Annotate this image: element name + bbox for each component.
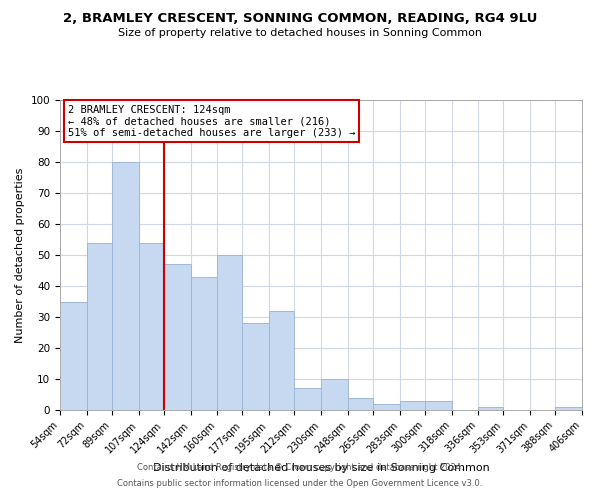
- Bar: [347, 398, 373, 410]
- X-axis label: Distribution of detached houses by size in Sonning Common: Distribution of detached houses by size …: [152, 463, 490, 473]
- Bar: [321, 379, 347, 410]
- Bar: [191, 276, 217, 410]
- Bar: [86, 242, 112, 410]
- Text: Contains HM Land Registry data © Crown copyright and database right 2024.: Contains HM Land Registry data © Crown c…: [137, 464, 463, 472]
- Bar: [400, 400, 425, 410]
- Text: Contains public sector information licensed under the Open Government Licence v3: Contains public sector information licen…: [118, 478, 482, 488]
- Bar: [556, 407, 582, 410]
- Text: Size of property relative to detached houses in Sonning Common: Size of property relative to detached ho…: [118, 28, 482, 38]
- Bar: [295, 388, 321, 410]
- Y-axis label: Number of detached properties: Number of detached properties: [15, 168, 25, 342]
- Bar: [373, 404, 400, 410]
- Text: 2, BRAMLEY CRESCENT, SONNING COMMON, READING, RG4 9LU: 2, BRAMLEY CRESCENT, SONNING COMMON, REA…: [63, 12, 537, 26]
- Bar: [217, 255, 242, 410]
- Bar: [242, 323, 269, 410]
- Bar: [164, 264, 191, 410]
- Bar: [139, 242, 164, 410]
- Bar: [425, 400, 452, 410]
- Bar: [478, 407, 503, 410]
- Bar: [269, 311, 295, 410]
- Bar: [60, 302, 86, 410]
- Bar: [112, 162, 139, 410]
- Text: 2 BRAMLEY CRESCENT: 124sqm
← 48% of detached houses are smaller (216)
51% of sem: 2 BRAMLEY CRESCENT: 124sqm ← 48% of deta…: [68, 104, 355, 138]
